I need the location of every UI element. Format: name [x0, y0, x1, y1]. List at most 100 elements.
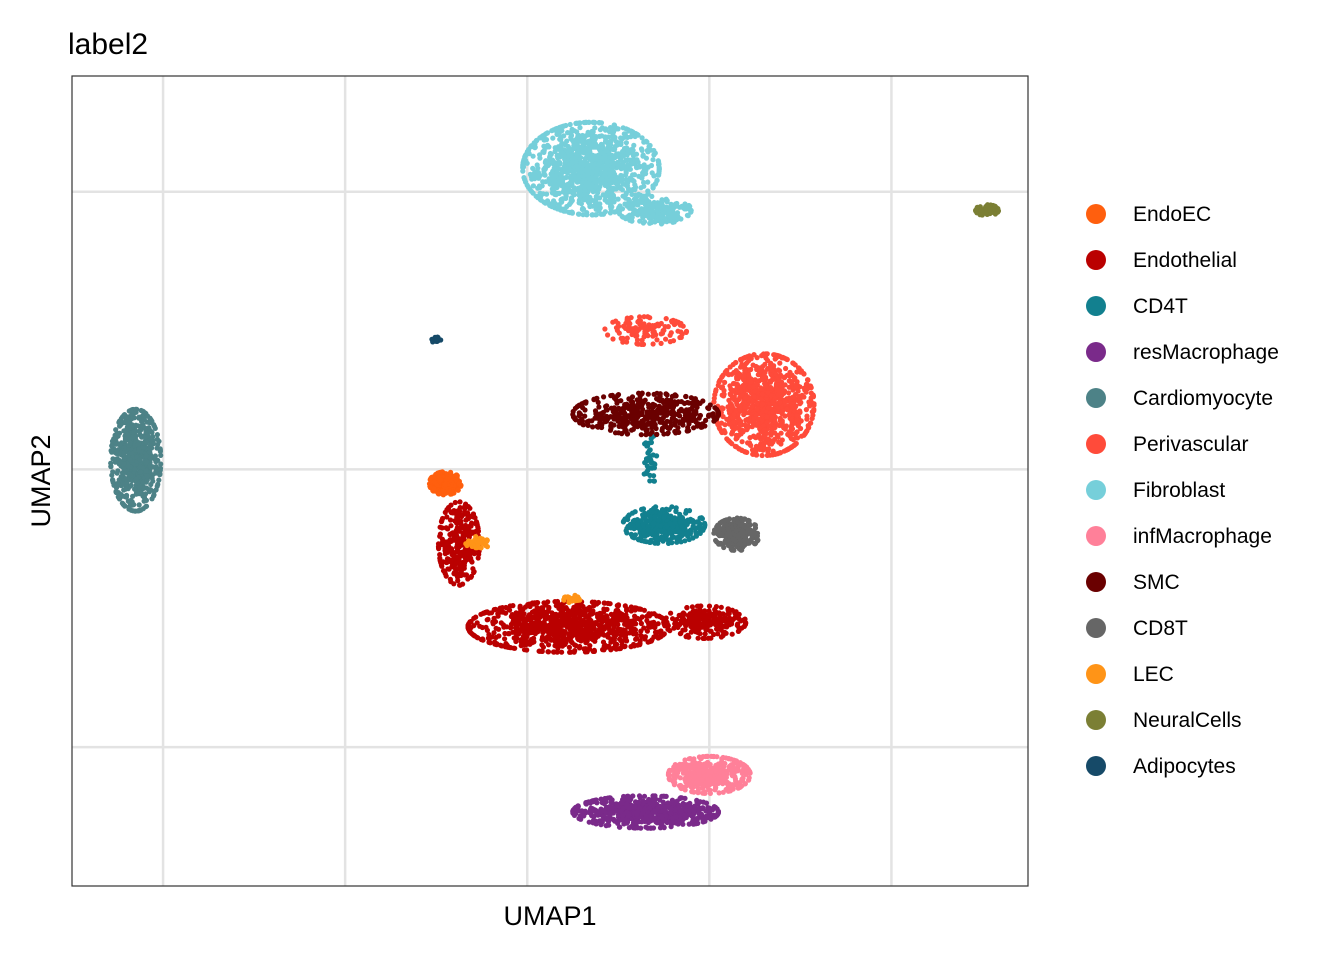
data-point	[560, 607, 566, 613]
data-point	[762, 353, 768, 359]
data-point	[624, 530, 630, 536]
data-point	[647, 801, 654, 807]
data-point	[458, 541, 465, 547]
data-point	[554, 639, 560, 645]
data-point	[618, 632, 624, 638]
data-point	[635, 809, 641, 815]
data-point	[133, 476, 139, 482]
data-point	[641, 321, 647, 327]
data-point	[559, 611, 566, 617]
data-point	[635, 825, 641, 831]
data-point	[718, 604, 724, 610]
data-point	[768, 384, 774, 391]
data-point	[692, 623, 699, 629]
data-point	[680, 323, 686, 329]
data-point	[618, 808, 624, 815]
data-point	[150, 441, 157, 447]
data-point	[122, 503, 128, 509]
data-point	[605, 332, 611, 338]
data-point	[652, 505, 658, 511]
data-point	[660, 328, 666, 334]
data-point	[658, 633, 664, 640]
data-point	[534, 608, 540, 615]
data-point	[496, 607, 502, 613]
data-point	[708, 635, 714, 641]
data-point	[551, 632, 557, 638]
data-point	[549, 624, 555, 630]
data-point	[634, 605, 640, 611]
data-point	[645, 179, 651, 185]
data-point	[702, 631, 708, 637]
data-point	[473, 614, 479, 620]
data-point	[442, 509, 448, 515]
data-point	[786, 429, 792, 435]
data-point	[116, 442, 123, 448]
data-point	[798, 418, 804, 424]
data-point	[580, 617, 587, 624]
data-point	[507, 644, 513, 651]
data-point	[776, 387, 782, 394]
data-point	[690, 535, 696, 541]
data-point	[634, 635, 640, 641]
data-point	[491, 630, 497, 636]
data-point	[616, 323, 622, 329]
data-point	[780, 408, 786, 414]
data-point	[132, 466, 138, 472]
data-point	[157, 471, 163, 477]
data-point	[527, 603, 533, 610]
data-point	[651, 619, 657, 626]
data-point	[802, 431, 808, 437]
data-point	[610, 619, 616, 625]
data-point	[654, 536, 660, 542]
data-point	[702, 522, 708, 528]
data-point	[593, 629, 599, 635]
data-point	[631, 641, 637, 648]
data-point	[128, 482, 134, 488]
data-point	[656, 323, 662, 329]
data-point	[470, 549, 476, 555]
data-point	[506, 631, 512, 637]
data-point	[740, 429, 746, 435]
data-point	[669, 797, 676, 803]
data-point	[521, 642, 527, 648]
data-point	[137, 432, 143, 438]
data-point	[589, 798, 596, 804]
data-point	[656, 528, 662, 534]
data-point	[456, 507, 462, 513]
data-point	[651, 473, 657, 479]
data-point	[702, 635, 708, 642]
data-point	[805, 425, 812, 431]
data-point	[667, 628, 673, 634]
data-point	[120, 481, 126, 487]
data-point	[144, 439, 150, 445]
data-point	[679, 795, 685, 801]
data-point	[765, 405, 771, 411]
data-point	[762, 382, 769, 389]
data-point	[439, 525, 445, 531]
data-point	[682, 627, 688, 633]
data-point	[697, 631, 703, 637]
data-point	[622, 616, 628, 622]
data-point	[475, 555, 481, 561]
data-point	[643, 470, 649, 477]
data-point	[458, 482, 464, 488]
data-point	[485, 616, 491, 623]
data-point	[122, 486, 129, 492]
data-point	[694, 519, 700, 525]
data-point	[745, 423, 751, 429]
data-point	[575, 211, 582, 217]
data-point	[681, 616, 687, 623]
data-point	[717, 426, 723, 432]
data-point	[443, 573, 449, 579]
data-point	[631, 517, 637, 524]
data-point	[126, 471, 132, 477]
data-point	[613, 318, 619, 324]
data-point	[127, 440, 133, 446]
data-point	[642, 807, 648, 813]
data-point	[598, 796, 604, 802]
data-point	[485, 635, 491, 641]
data-point	[759, 452, 765, 459]
data-point	[655, 629, 661, 635]
data-point	[761, 427, 768, 433]
data-point	[137, 456, 143, 463]
